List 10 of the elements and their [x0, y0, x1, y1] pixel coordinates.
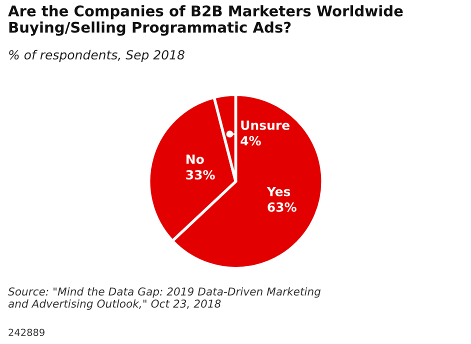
data-label: 33% [186, 170, 215, 180]
text: 242889 [8, 328, 44, 336]
slice-label: Yes [266, 186, 290, 196]
source-note: Source: "Mind the Data Gap: 2019 Data-Driven Marketing and Advertising Outlook," Oct 23, 2018 [8, 287, 321, 310]
slice-label: Unsure [241, 120, 290, 130]
data-label: 4% [240, 136, 261, 146]
chart-title: Are the Companies of B2B Marketers Worldwide Buying/Selling Programmatic Ads? [8, 5, 403, 36]
slice-label: No [186, 154, 204, 164]
chart-subtitle: % of respondents, Sep 2018 [9, 50, 184, 62]
data-label: 63% [268, 202, 296, 212]
